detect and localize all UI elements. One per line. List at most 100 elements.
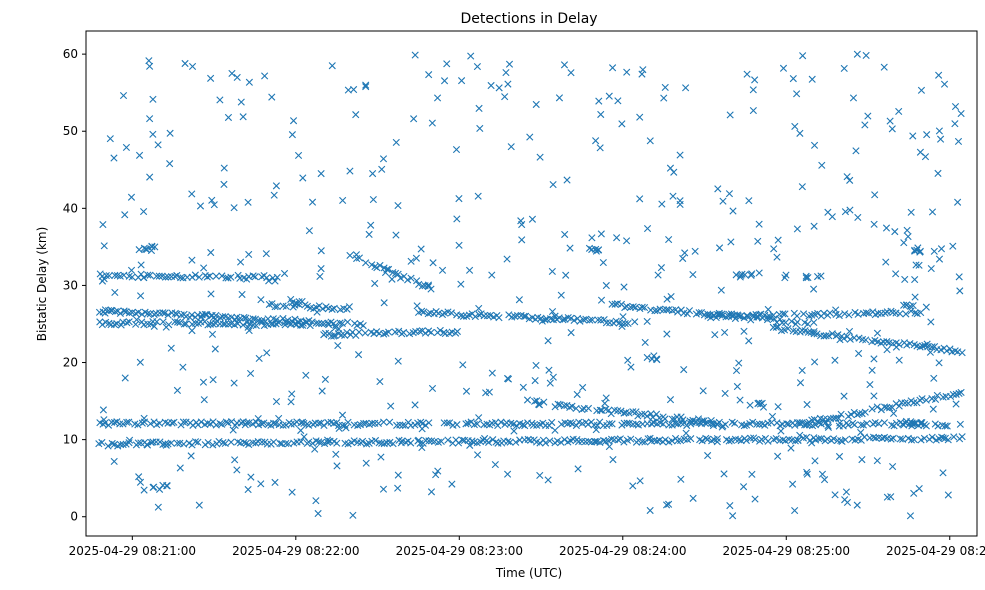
data-point-marker <box>504 437 512 445</box>
data-point-marker <box>330 304 338 312</box>
data-point-marker <box>740 327 748 335</box>
data-point-marker <box>332 450 340 458</box>
data-point-marker <box>328 305 336 313</box>
data-point-marker <box>804 320 812 328</box>
data-point-marker <box>288 390 296 398</box>
data-point-marker <box>241 421 249 429</box>
data-point-marker <box>209 376 217 384</box>
data-point-marker <box>415 280 423 289</box>
data-point-marker <box>958 349 966 357</box>
data-point-marker <box>840 64 848 73</box>
data-point-marker <box>840 334 848 343</box>
data-point-marker <box>841 310 849 318</box>
data-point-marker <box>858 456 866 464</box>
data-point-marker <box>787 317 796 325</box>
data-point-marker <box>643 353 651 362</box>
data-point-marker <box>667 292 675 301</box>
data-point-marker <box>754 237 762 245</box>
data-point-marker <box>557 438 565 446</box>
data-point-marker <box>121 374 129 382</box>
data-point-marker <box>900 239 908 247</box>
data-point-marker <box>399 328 408 337</box>
data-point-marker <box>625 409 633 417</box>
data-point-marker <box>611 300 619 308</box>
data-point-marker <box>885 404 894 412</box>
data-point-marker <box>605 442 613 451</box>
data-point-marker <box>803 470 811 478</box>
data-point-marker <box>681 249 689 257</box>
data-point-marker <box>588 316 596 324</box>
data-point-marker <box>907 436 916 444</box>
data-point-marker <box>732 271 740 279</box>
x-tick-label: 2025-04-29 08:24:00 <box>559 544 686 558</box>
data-point-marker <box>271 277 279 285</box>
data-point-marker <box>394 357 402 365</box>
data-point-marker <box>140 414 148 422</box>
data-point-marker <box>736 312 744 321</box>
data-point-marker <box>134 308 142 316</box>
data-point-marker <box>773 253 781 261</box>
data-point-marker <box>808 416 816 424</box>
data-point-marker <box>457 77 466 85</box>
data-point-marker <box>784 325 792 333</box>
data-point-marker <box>659 420 667 428</box>
data-point-marker <box>841 208 850 216</box>
data-points <box>95 50 966 520</box>
data-point-marker <box>755 269 763 277</box>
data-point-marker <box>861 121 869 129</box>
data-point-marker <box>145 57 153 65</box>
data-point-marker <box>918 395 926 403</box>
data-point-marker <box>857 421 865 429</box>
data-point-marker <box>634 436 642 445</box>
data-point-marker <box>614 97 622 105</box>
data-point-marker <box>927 264 935 273</box>
data-point-marker <box>566 419 575 427</box>
data-point-marker <box>151 243 159 251</box>
data-point-marker <box>868 366 876 374</box>
data-point-marker <box>850 421 859 429</box>
data-point-marker <box>325 321 333 329</box>
data-point-marker <box>378 165 386 173</box>
data-point-marker <box>407 439 415 447</box>
data-point-marker <box>707 416 715 425</box>
data-point-marker <box>425 71 433 79</box>
data-point-marker <box>280 269 289 278</box>
data-point-marker <box>736 396 744 404</box>
data-point-marker <box>753 420 761 428</box>
data-point-marker <box>638 303 646 311</box>
data-point-marker <box>111 288 119 297</box>
data-point-marker <box>216 419 224 428</box>
data-point-marker <box>880 419 889 427</box>
data-point-marker <box>568 420 577 428</box>
data-point-marker <box>810 222 818 230</box>
data-point-marker <box>563 176 571 184</box>
data-point-marker <box>101 309 109 317</box>
data-point-marker <box>751 435 759 444</box>
plot-area <box>85 30 978 537</box>
data-point-marker <box>751 76 759 84</box>
data-point-marker <box>793 90 801 98</box>
data-point-marker <box>891 228 899 236</box>
data-point-marker <box>957 388 965 397</box>
data-point-marker <box>726 502 734 510</box>
data-point-marker <box>560 436 569 444</box>
data-point-marker <box>803 400 811 409</box>
data-point-marker <box>889 462 897 471</box>
data-point-marker <box>910 489 918 497</box>
data-point-marker <box>902 310 910 318</box>
data-point-marker <box>873 457 881 465</box>
data-point-marker <box>453 327 461 336</box>
data-point-marker <box>561 230 569 239</box>
data-point-marker <box>605 406 613 414</box>
data-point-marker <box>922 422 930 430</box>
data-point-marker <box>415 436 423 444</box>
data-point-marker <box>781 310 789 318</box>
data-point-marker <box>540 398 548 406</box>
data-point-marker <box>781 437 789 445</box>
data-point-marker <box>818 470 827 478</box>
data-point-marker <box>796 431 804 439</box>
data-point-marker <box>238 290 246 299</box>
data-point-marker <box>871 191 879 199</box>
data-point-marker <box>646 434 654 442</box>
data-point-marker <box>501 93 509 101</box>
